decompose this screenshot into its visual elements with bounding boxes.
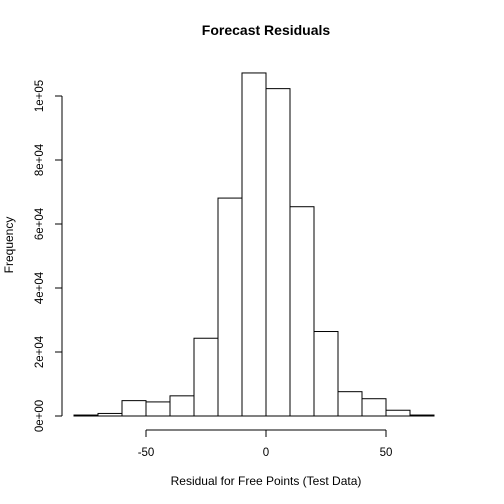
histogram-bar (265, 88, 291, 417)
histogram-bar (409, 414, 435, 417)
y-tick-label: 0e+00 (34, 400, 46, 432)
x-tick-label: -50 (138, 447, 155, 459)
x-tick-label: 0 (263, 447, 269, 459)
histogram-bar (121, 400, 147, 417)
y-tick-label: 8e+04 (34, 143, 46, 176)
histogram-bar (337, 391, 363, 417)
histogram-bar (97, 412, 123, 417)
y-axis-label: Frequency (2, 217, 16, 274)
histogram-bar (361, 398, 387, 417)
histogram-bar (289, 206, 315, 417)
histogram-bars (73, 72, 435, 417)
y-tick-label: 6e+04 (34, 207, 46, 240)
histogram-bar (217, 197, 243, 417)
histogram-bar (193, 337, 219, 417)
chart-title: Forecast Residuals (202, 22, 331, 38)
x-axis: -50 0 50 (138, 429, 393, 459)
histogram-bar (385, 409, 411, 417)
histogram-bar (169, 395, 195, 417)
histogram-bar (313, 331, 339, 417)
x-tick-label: 50 (380, 447, 393, 459)
x-axis-label: Residual for Free Points (Test Data) (171, 474, 362, 488)
histogram-bar (241, 72, 267, 417)
histogram-bar (145, 401, 171, 417)
y-tick-label: 2e+04 (34, 335, 46, 368)
y-axis: 0e+00 2e+04 4e+04 6e+04 8e+04 1e+05 (34, 80, 63, 432)
y-tick-label: 1e+05 (34, 80, 46, 112)
y-tick-label: 4e+04 (34, 271, 46, 304)
histogram-bar (73, 414, 99, 417)
